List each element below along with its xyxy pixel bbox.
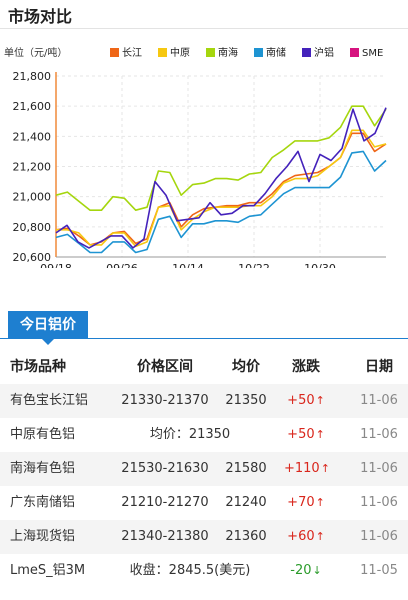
y-tick-label: 21,800 [13,70,52,83]
merged-price: 收盘：2845.5(美元) [129,563,251,578]
title-divider [0,28,408,29]
arrow-up-icon: ↑ [315,428,325,441]
table-row: 上海现货铝 21340-21380 21360 +60↑ 11-06 [0,520,408,554]
page-title: 市场对比 [8,7,73,26]
table-row: 南海有色铝 21530-21630 21580 +110↑ 11-06 [0,452,408,486]
market-name: LmeS_铝3M [10,563,86,578]
header-change: 涨跌 [292,359,320,375]
legend-label: 沪铝 [314,46,334,59]
date: 11-06 [360,427,398,442]
avg-price: 21350 [225,393,267,408]
date: 11-06 [360,495,398,510]
y-tick-label: 21,400 [13,130,52,143]
arrow-down-icon: ↓ [312,564,322,577]
market-name: 南海有色铝 [10,461,76,476]
y-tick-label: 21,600 [13,100,52,113]
change-value: -20 [290,563,312,578]
date: 11-05 [360,563,398,578]
legend-label: 南海 [218,46,238,59]
merged-price: 均价：21350 [149,427,231,442]
x-axis-ticks: 09/18 09/26 10/14 10/22 10/30 [40,262,336,268]
y-tick-label: 21,200 [13,161,52,174]
chart-legend: 长江 中原 南海 南储 沪铝 SME [110,46,383,59]
market-name: 中原有色铝 [10,427,76,442]
legend-label: SME [362,48,383,59]
legend-swatch [158,48,167,57]
legend-swatch [350,48,359,57]
date: 11-06 [360,529,398,544]
legend-swatch [254,48,263,57]
price-table: 市场品种 价格区间 均价 涨跌 日期 有色宝长江铝 21330-21370 2135… [0,350,408,588]
change-value: +50 [287,427,315,442]
change-value: +60 [287,529,315,544]
y-tick-label: 20,800 [13,221,52,234]
y-axis-label: 单位（元/吨） [4,46,67,59]
table-row: LmeS_铝3M 收盘：2845.5(美元) -20↓ 11-05 [0,554,408,588]
table-row: 有色宝长江铝 21330-21370 21350 +50↑ 11-06 [0,384,408,418]
price-chart: 单位（元/吨） 长江 中原 南海 南储 沪铝 SME 21,800 21,600 21,400… [4,46,387,268]
market-name: 广东南储铝 [10,495,76,510]
price-range: 21210-21270 [121,495,209,510]
price-change: +70↑ [284,486,328,520]
market-name: 有色宝长江铝 [10,393,89,408]
legend-swatch [302,48,311,57]
series-line-3 [55,150,387,254]
series-line-1 [56,129,387,248]
legend-swatch [206,48,215,57]
legend-label: 南储 [266,46,286,59]
tab-divider [0,338,408,339]
price-change: +60↑ [284,520,328,554]
table-header-row: 市场品种 价格区间 均价 涨跌 日期 [0,350,408,384]
header-name: 市场品种 [10,359,66,375]
header-range: 价格区间 [137,359,193,375]
x-tick-label: 10/30 [304,262,336,268]
price-change: -20↓ [284,554,328,588]
date: 11-06 [360,461,398,476]
arrow-up-icon: ↑ [320,462,330,475]
price-range: 21340-21380 [121,529,209,544]
chart-series [55,105,387,254]
x-tick-label: 10/14 [172,262,204,268]
y-tick-label: 21,000 [13,191,52,204]
change-value: +50 [287,393,315,408]
table-row: 中原有色铝 均价：21350 +50↑ 11-06 [0,418,408,452]
legend-label: 长江 [122,47,142,59]
x-tick-label: 09/26 [106,262,138,268]
price-change: +50↑ [284,384,328,418]
date: 11-06 [360,393,398,408]
header-avg: 均价 [232,359,260,375]
arrow-up-icon: ↑ [315,530,325,543]
legend-label: 中原 [170,46,190,59]
price-change: +110↑ [284,452,330,486]
y-tick-label: 20,600 [13,251,52,264]
table-row: 广东南储铝 21210-21270 21240 +70↑ 11-06 [0,486,408,520]
arrow-up-icon: ↑ [315,394,325,407]
chart-grid [55,72,386,258]
legend-swatch [110,48,119,57]
series-line-2 [55,105,387,211]
avg-price: 21240 [225,495,267,510]
today-price-tab[interactable]: 今日铝价 [8,311,88,345]
series-line-4 [55,107,387,249]
x-tick-label: 09/18 [40,262,72,268]
avg-price: 21360 [225,529,267,544]
price-range: 21530-21630 [121,461,209,476]
change-value: +70 [287,495,315,510]
change-value: +110 [284,461,320,476]
series-line-0 [55,132,387,246]
price-range: 21330-21370 [121,393,209,408]
avg-price: 21580 [225,461,267,476]
header-date: 日期 [365,359,393,375]
x-tick-label: 10/22 [238,262,270,268]
price-change: +50↑ [284,418,328,452]
y-axis-ticks: 21,800 21,600 21,400 21,200 21,000 20,800 20,6… [13,70,52,264]
market-name: 上海现货铝 [10,529,76,544]
arrow-up-icon: ↑ [315,496,325,509]
